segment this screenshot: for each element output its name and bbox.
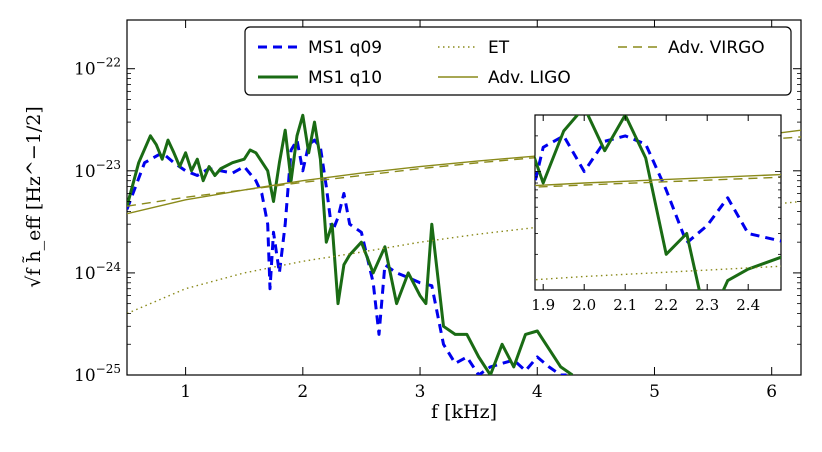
x-axis-label: f [kHz] [431,401,497,423]
x-tick-label: 2 [297,382,308,402]
y-tick-label: 10−25 [74,362,121,386]
series-ms1-q10 [127,113,574,375]
inset-plot-area [534,114,782,291]
x-tick-label: 4 [532,382,543,402]
legend-box [244,26,792,96]
legend-label: Adv. LIGO [488,68,571,88]
legend-label: Adv. VIRGO [668,38,765,58]
legend: MS1 q09 MS1 q10 ET Adv. LIGO Adv. VIRGO [244,26,792,96]
legend-label: MS1 q09 [308,38,382,58]
inset-series-ms1-q09 [535,134,781,245]
x-tick-label: 5 [649,382,660,402]
legend-label: MS1 q10 [308,68,382,88]
y-axis-label: √f h̃_eff [Hz^−1/2] [22,106,45,288]
legend-label: ET [488,38,510,58]
y-tick-label: 10−22 [74,56,121,80]
y-tick-label: 10−23 [74,158,121,182]
x-tick-label: 1 [180,382,191,402]
inset-x-tick-label: 2.0 [572,296,596,314]
series-ms1-q09 [127,138,567,375]
inset-x-tick-label: 2.2 [654,296,678,314]
inset-x-tick-label: 2.3 [695,296,719,314]
inset-series-ms1-q10 [535,115,781,290]
inset-x-tick-label: 2.1 [613,296,637,314]
inset-x-tick-label: 2.4 [736,296,760,314]
x-tick-label: 3 [415,382,426,402]
inset-x-tick-label: 1.9 [531,296,555,314]
x-tick-label: 6 [766,382,777,402]
y-tick-label: 10−24 [74,260,121,284]
